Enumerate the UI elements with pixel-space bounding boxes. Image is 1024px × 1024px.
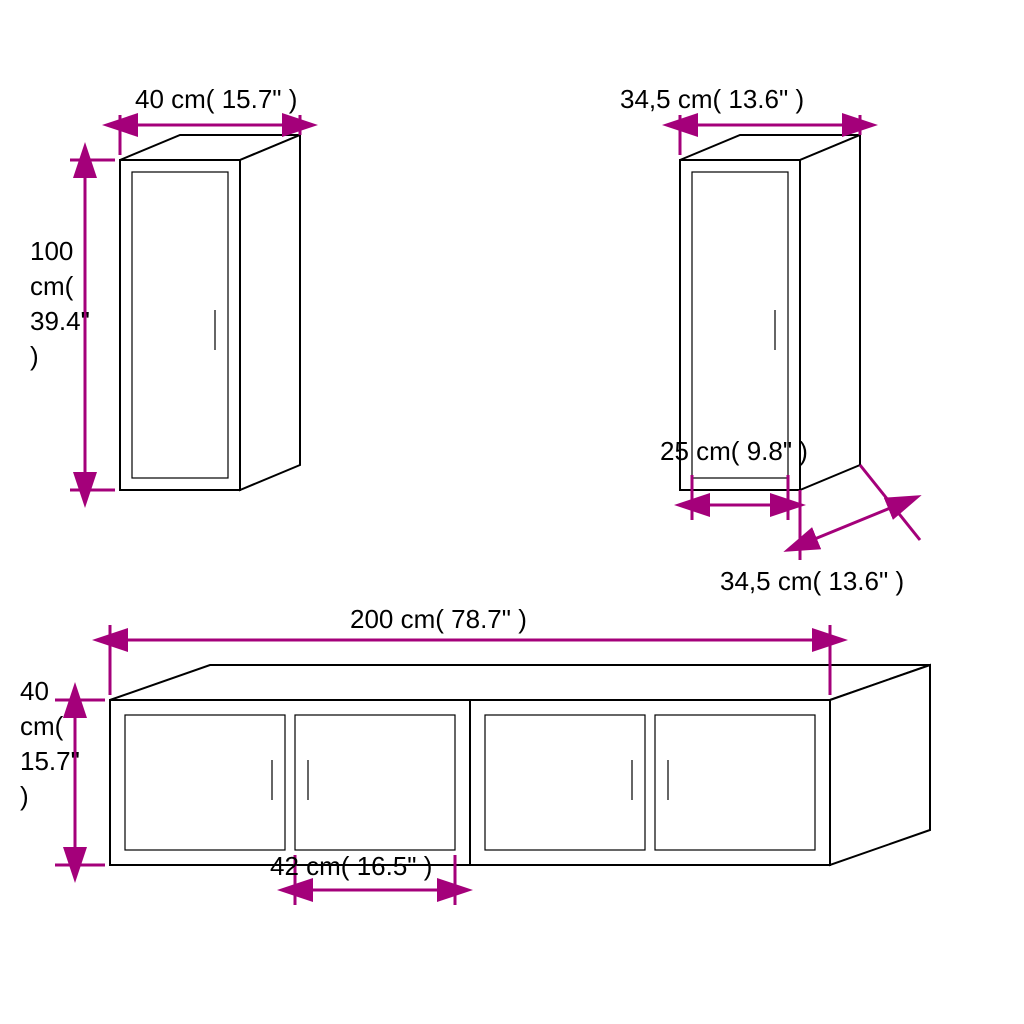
svg-text:cm(: cm( (20, 711, 64, 741)
dim-door-width: 42 cm( 16.5" ) (270, 851, 455, 905)
dim-top-left-width-cm: 40 (135, 84, 164, 114)
dim-depth-in: 13.6 (828, 566, 879, 596)
dim-left-height-in: 39.4 (30, 306, 81, 336)
svg-text:34,5 cm( 13.6" ): 34,5 cm( 13.6" ) (720, 566, 904, 596)
dim-door-width-in: 16.5 (357, 851, 408, 881)
furniture-dimension-diagram: 40 cm( 15.7" ) 34,5 cm( 13.6" ) 100 cm( … (0, 0, 1024, 1024)
dim-lower-height-in: 15.7 (20, 746, 71, 776)
svg-text:100: 100 (30, 236, 73, 266)
dim-lower-width-cm: 200 (350, 604, 393, 634)
svg-text:34,5 cm( 13.6" ): 34,5 cm( 13.6" ) (620, 84, 804, 114)
lower-cabinet (110, 665, 930, 865)
svg-text:42 cm( 16.5" ): 42 cm( 16.5" ) (270, 851, 432, 881)
dim-inner-width-in: 9.8 (747, 436, 783, 466)
dim-inner-width-cm: 25 (660, 436, 689, 466)
svg-text:39.4": 39.4" (30, 306, 90, 336)
dim-left-height-cm: 100 (30, 236, 73, 266)
dim-lower-height-cm: 40 (20, 676, 49, 706)
svg-text:25 cm( 9.8" ): 25 cm( 9.8" ) (660, 436, 808, 466)
dim-left-height: 100 cm( 39.4" ) (30, 160, 115, 490)
dim-top-right-width-cm: 34,5 (620, 84, 671, 114)
dim-lower-width-in: 78.7 (451, 604, 502, 634)
svg-text:40: 40 (20, 676, 49, 706)
svg-text:cm(: cm( (30, 271, 74, 301)
upper-left-cabinet (120, 135, 300, 490)
svg-text:15.7": 15.7" (20, 746, 80, 776)
svg-text:): ) (30, 341, 39, 371)
dim-top-right-width-in: 13.6 (728, 84, 779, 114)
dim-depth-cm: 34,5 (720, 566, 771, 596)
svg-text:): ) (20, 781, 29, 811)
svg-text:40 cm( 15.7" ): 40 cm( 15.7" ) (135, 84, 297, 114)
dim-door-width-cm: 42 (270, 851, 299, 881)
dim-lower-height: 40 cm( 15.7" ) (20, 676, 105, 865)
dim-top-left-width-in: 15.7 (222, 84, 273, 114)
svg-text:200 cm( 78.7" ): 200 cm( 78.7" ) (350, 604, 527, 634)
